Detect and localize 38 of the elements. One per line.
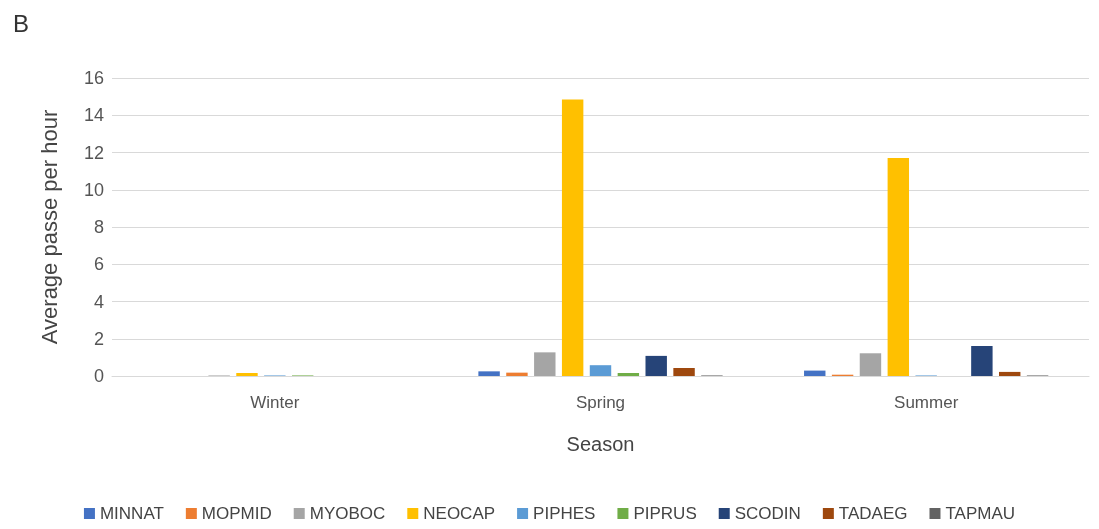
y-tick-label: 14: [83, 105, 104, 126]
chart-title: B: [13, 9, 30, 37]
x-tick-label: Spring: [575, 393, 626, 412]
legend-label: PIPHES: [533, 504, 596, 523]
bar: [506, 372, 528, 376]
bar: [589, 365, 612, 376]
bar: [478, 371, 500, 376]
legend-label: SCODIN: [734, 504, 801, 523]
bar: [999, 371, 1021, 376]
y-tick-label: 6: [93, 254, 104, 275]
x-tick-label: Summer: [894, 393, 959, 412]
bar: [673, 367, 695, 376]
y-tick-label: 10: [83, 179, 104, 200]
y-tick-label: 12: [83, 142, 104, 163]
legend-label: MYOBOC: [309, 504, 386, 523]
x-tick-label: Winter: [250, 393, 300, 412]
y-tick-label: 8: [93, 217, 104, 237]
bar: [887, 158, 910, 376]
x-axis-title: Season: [566, 433, 635, 455]
bar: [617, 373, 640, 376]
bar: [804, 370, 826, 376]
legend-label: NEOCAP: [423, 504, 496, 523]
legend-label: PIPRUS: [633, 504, 697, 523]
y-tick-label: 0: [93, 366, 104, 386]
bar: [971, 346, 993, 376]
bar: [859, 353, 882, 376]
legend-label: TAPMAU: [945, 504, 1016, 523]
y-tick-label: 16: [83, 68, 104, 88]
y-axis-title: Average passe per hour: [36, 109, 62, 345]
bar: [645, 355, 667, 376]
bar: [236, 373, 258, 376]
legend-label: MINNAT: [99, 504, 164, 523]
bar: [534, 352, 556, 376]
legend-label: MOPMID: [201, 504, 272, 523]
legend-label: TADAEG: [838, 504, 908, 523]
y-tick-label: 2: [93, 328, 104, 349]
bar: [561, 99, 584, 376]
y-tick-label: 4: [93, 291, 104, 312]
